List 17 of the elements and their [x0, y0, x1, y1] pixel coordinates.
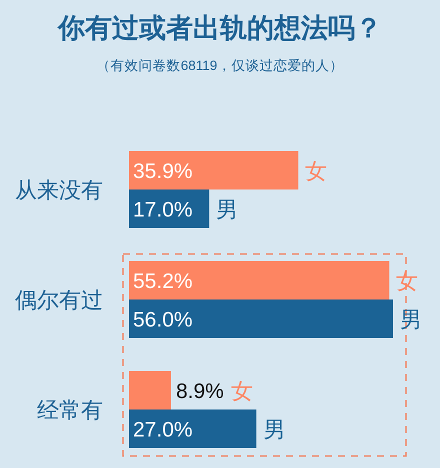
data-label: 35.9% — [133, 160, 193, 183]
category-label: 经常有 — [37, 398, 103, 422]
category-label: 从来没有 — [15, 178, 103, 202]
data-label: 17.0% — [133, 198, 193, 222]
title: 你有过或者出轨的想法吗？ — [58, 13, 382, 43]
series-label: 男 — [400, 306, 422, 332]
series-label: 女 — [305, 158, 328, 184]
data-label: 55.2% — [133, 270, 193, 293]
series-label: 男 — [216, 196, 238, 222]
data-label: 27.0% — [133, 418, 193, 442]
data-label: 56.0% — [133, 308, 193, 332]
series-label: 男 — [263, 416, 286, 442]
data-label: 8.9% — [176, 380, 224, 403]
subtitle: （有效问卷数68119，仅谈过恋爱的人） — [96, 58, 344, 73]
series-label: 女 — [230, 378, 253, 404]
category-label: 偶尔有过 — [15, 288, 103, 312]
series-label: 女 — [396, 268, 418, 294]
